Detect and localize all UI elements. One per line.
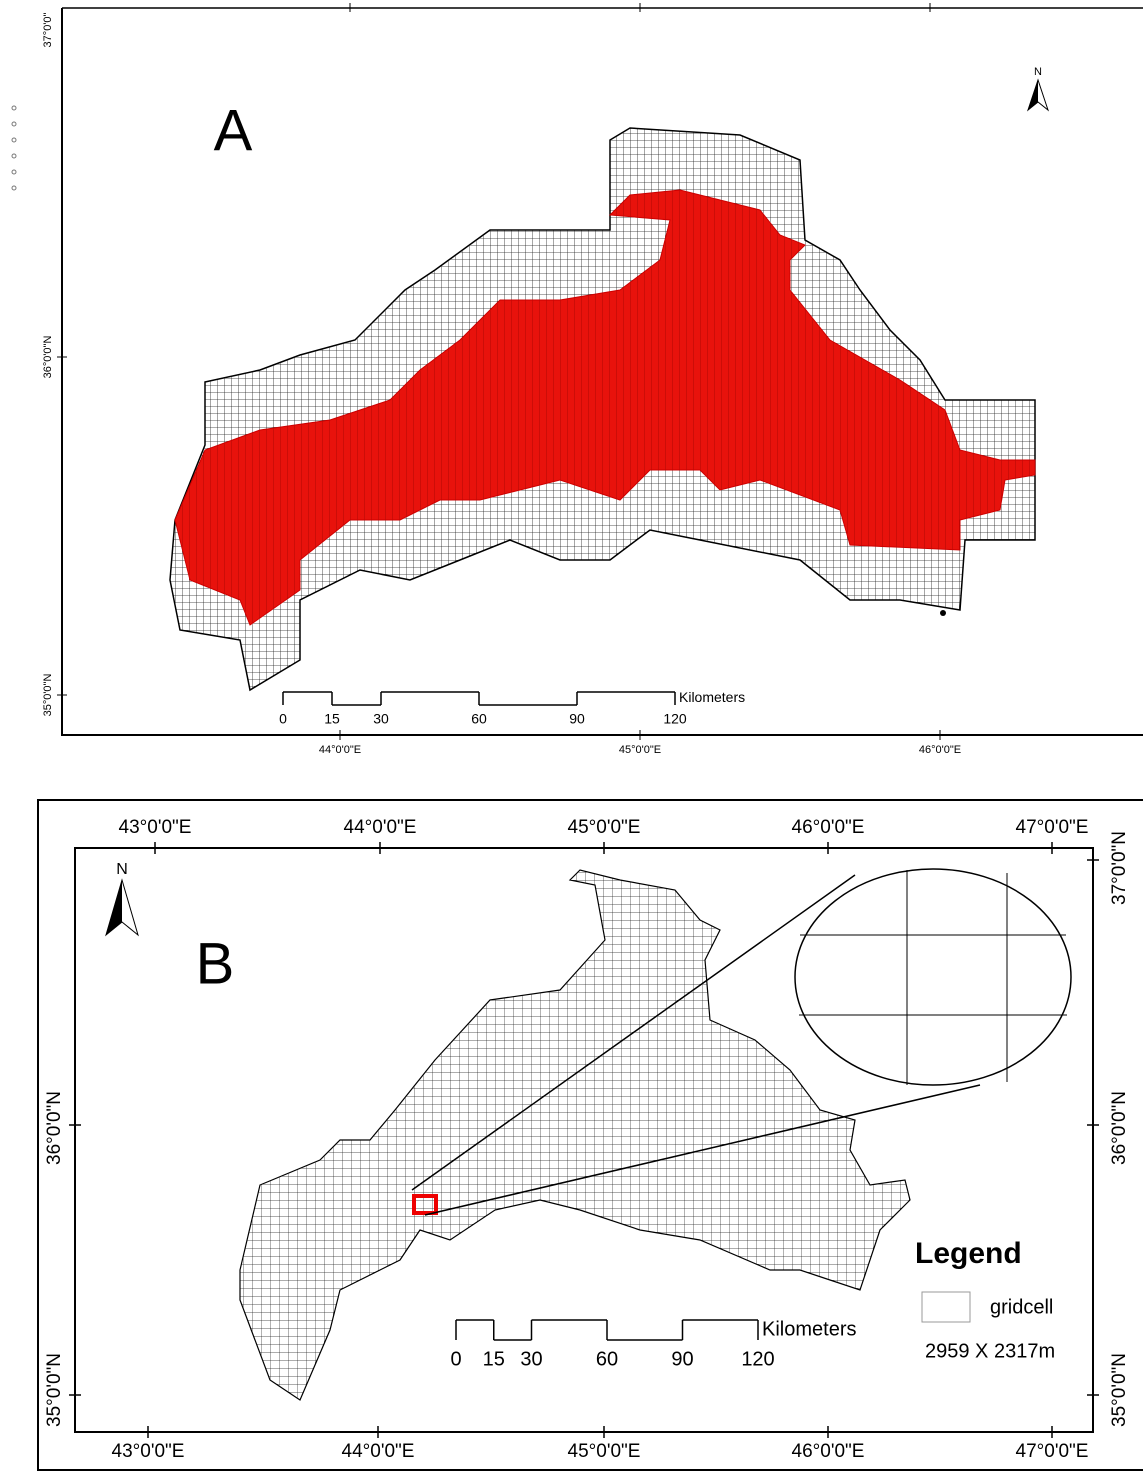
coordinate-label: 47°0'0"E: [1016, 1441, 1089, 1462]
panel-a: N A: [11, 3, 1143, 740]
scale-label: 60: [596, 1348, 618, 1370]
coordinate-label: 45°0'0"E: [568, 817, 641, 838]
scale-unit: Kilometers: [762, 1318, 856, 1340]
coordinate-label: 43°0'0"E: [119, 817, 192, 838]
side-dots: [11, 105, 17, 191]
north-label: N: [116, 861, 128, 878]
grid-cells: [239, 869, 911, 1401]
legend-title: Legend: [915, 1237, 1022, 1270]
panel-label: A: [214, 98, 253, 163]
coordinate-label: 35°0'0"N: [42, 674, 54, 717]
scale-bar: [282, 691, 676, 706]
coordinate-label: 37°0'0": [42, 12, 54, 47]
coordinate-label: 46°0'0"E: [792, 817, 865, 838]
coordinate-label: 47°0'0"E: [1016, 817, 1089, 838]
scale-label: 90: [569, 711, 585, 727]
scale-label: 120: [741, 1348, 774, 1370]
frame: [74, 847, 1094, 1433]
north-arrow: [1028, 80, 1038, 110]
coordinate-label: 44°0'0"E: [342, 1441, 415, 1462]
panel-b: N B Legend gridcell 2959 X 2317m: [37, 799, 1143, 1471]
scale-label: 90: [671, 1348, 693, 1370]
scale-label: 120: [663, 711, 687, 727]
north-label: N: [1034, 66, 1042, 78]
frame: [61, 8, 1143, 736]
scale-label: 15: [483, 1348, 505, 1370]
coordinate-label: 36°0'0"N: [1109, 1091, 1130, 1165]
coordinate-label: 44°0'0"E: [344, 817, 417, 838]
scale-label: 30: [520, 1348, 542, 1370]
legend-swatch: [921, 1291, 971, 1323]
coordinate-label: 36°0'0"N: [42, 336, 54, 379]
panel-label: B: [196, 931, 235, 996]
graticule-ticks: [69, 842, 1099, 1438]
highlight-area: [174, 189, 1036, 626]
scale-label: 0: [279, 711, 287, 727]
coordinate-label: 37°0'0"N: [1109, 831, 1130, 905]
legend-cell-size: 2959 X 2317m: [925, 1340, 1055, 1362]
scale-unit: Kilometers: [679, 689, 745, 705]
legend-item: gridcell: [990, 1296, 1053, 1318]
zoom-inset: [794, 868, 1072, 1086]
scale-label: 30: [373, 711, 389, 727]
coordinate-label: 45°0'0"E: [568, 1441, 641, 1462]
scale-label: 0: [450, 1348, 461, 1370]
coordinate-label: 44°0'0"E: [319, 744, 361, 756]
coordinate-label: 35°0'0"N: [44, 1353, 65, 1427]
frame: [37, 799, 1143, 1471]
coordinate-label: 43°0'0"E: [112, 1441, 185, 1462]
coordinate-label: 36°0'0"N: [44, 1091, 65, 1165]
scale-label: 15: [324, 711, 340, 727]
graticule-ticks: [57, 3, 941, 740]
coordinate-label: 46°0'0"E: [792, 1441, 865, 1462]
scale-bar: [455, 1319, 759, 1341]
zoom-lines: [411, 874, 981, 1216]
inset-grid: [799, 870, 1067, 1085]
scale-label: 60: [471, 711, 487, 727]
north-arrow: [106, 880, 122, 935]
coordinate-label: 46°0'0"E: [919, 744, 961, 756]
coordinate-label: 45°0'0"E: [619, 744, 661, 756]
coordinate-label: 35°0'0"N: [1109, 1353, 1130, 1427]
point: [940, 610, 946, 616]
zoom-box: [412, 1194, 438, 1215]
